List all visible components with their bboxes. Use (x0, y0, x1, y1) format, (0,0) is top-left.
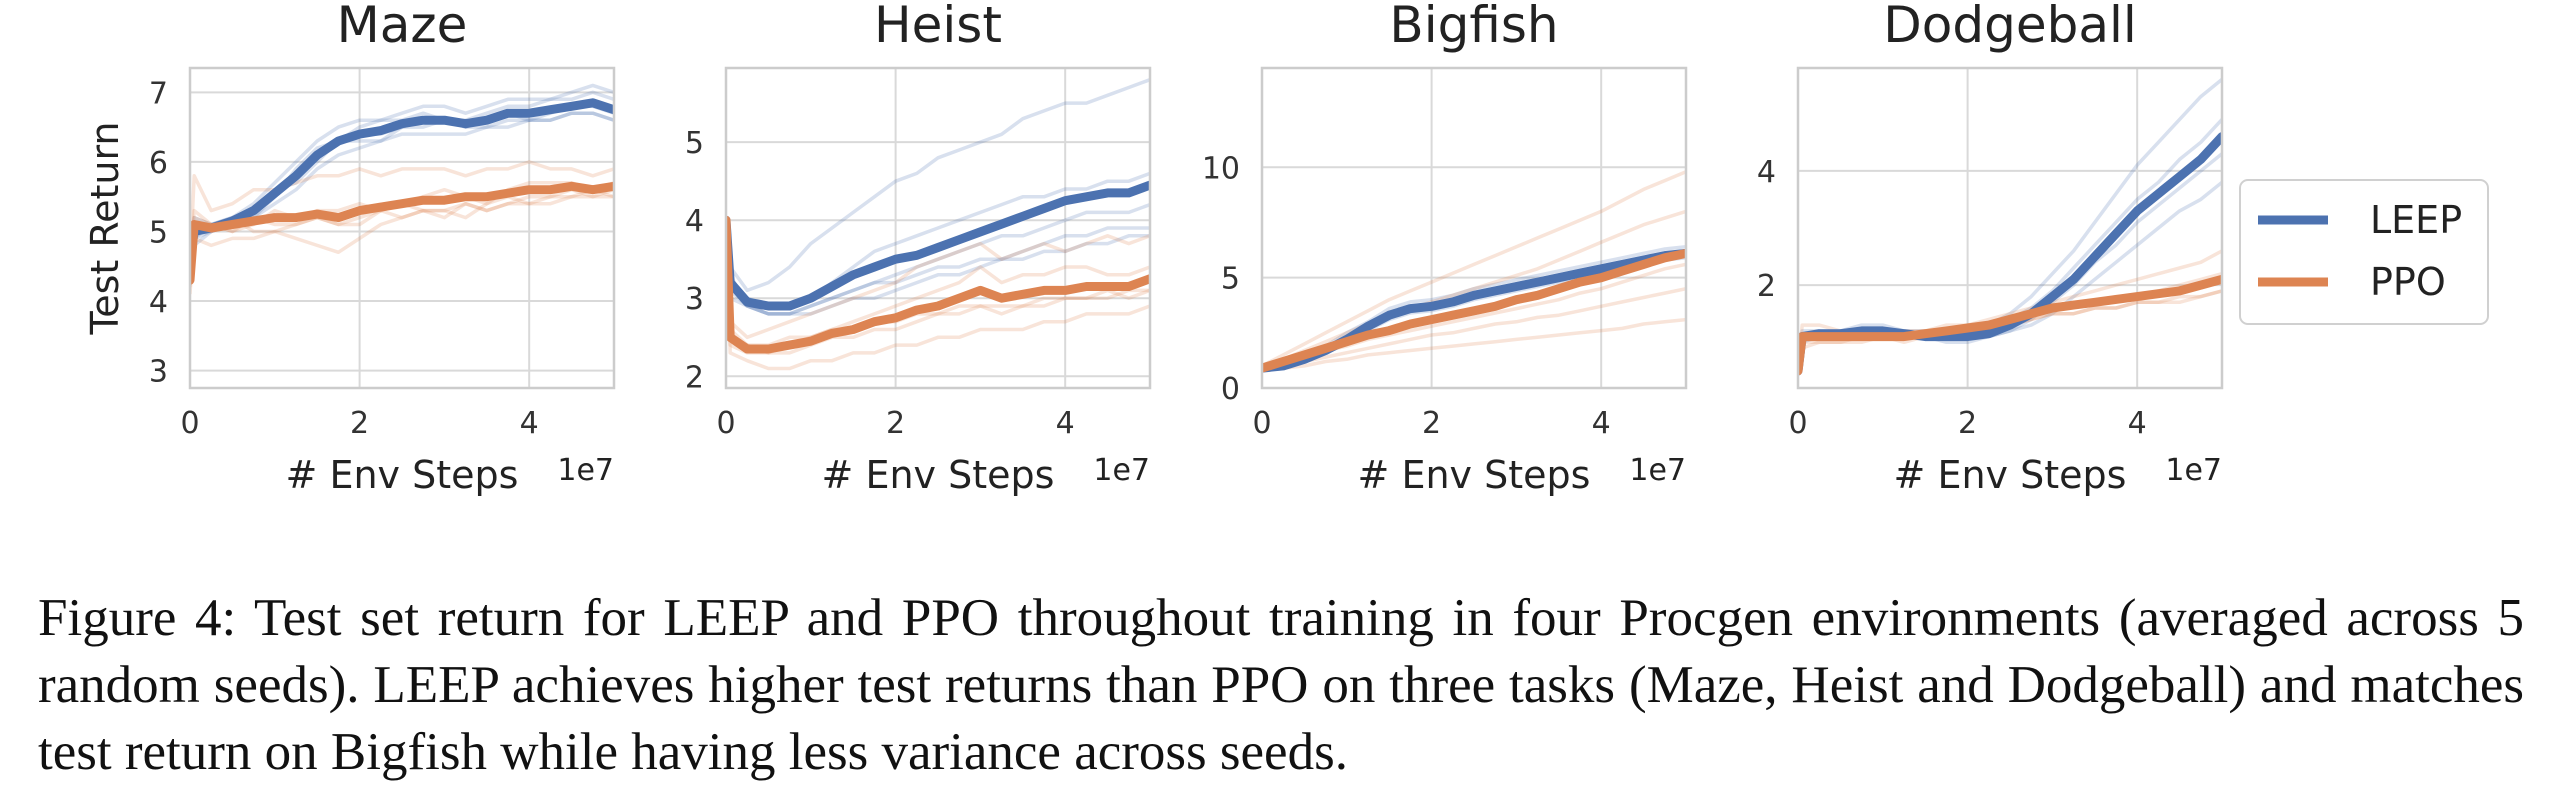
x-tick-label: 4 (2128, 406, 2147, 441)
x-tick-label: 4 (520, 406, 539, 441)
seed-run-leep (726, 220, 1150, 316)
panel-title: Maze (337, 0, 468, 54)
x-tick-label: 2 (350, 406, 369, 441)
y-tick-label: 4 (149, 285, 168, 320)
y-tick-label: 4 (1757, 155, 1776, 190)
plot-frame (1260, 66, 1688, 390)
panel-title: Bigfish (1389, 0, 1558, 54)
seed-run-ppo (190, 160, 614, 267)
x-axis-label: # Env Steps (822, 453, 1055, 497)
y-tick-label: 5 (1221, 262, 1240, 297)
figure-caption: Figure 4: Test set return for LEEP and P… (38, 589, 2524, 781)
figure: 0 2 4 3 4 5 6 7 Maze # Env Steps 1e7 Test Return 0 2 4… (83, 0, 2489, 497)
y-tick-label: 2 (1757, 269, 1776, 304)
plot-lines (190, 83, 614, 295)
legend: LEEP PPO (2239, 179, 2489, 325)
seed-run-ppo (1262, 286, 1686, 373)
x-tick-label: 0 (1788, 406, 1807, 441)
plot-lines (726, 78, 1150, 371)
x-scale-label: 1e7 (557, 453, 614, 488)
x-tick-label: 2 (1422, 406, 1441, 441)
panel-maze: 0 2 4 3 4 5 6 7 Maze # Env Steps 1e7 Test Return (83, 0, 616, 497)
y-tick-label: 5 (149, 215, 168, 250)
x-scale-label: 1e7 (1629, 453, 1686, 488)
x-scale-label: 1e7 (1093, 453, 1150, 488)
series-line-ppo (190, 181, 614, 285)
panel-title: Heist (874, 0, 1002, 54)
y-tick-label: 3 (685, 282, 704, 317)
x-scale-label: 1e7 (2165, 453, 2222, 488)
legend-label-leep: LEEP (2370, 198, 2462, 242)
y-tick-label: 3 (149, 355, 168, 390)
x-axis-label: # Env Steps (1358, 453, 1591, 497)
series-line-ppo (726, 215, 1150, 354)
panel-bigfish: 0 2 4 0 5 10 Bigfish # Env Steps 1e7 (1202, 0, 1688, 497)
series-line-ppo (1798, 274, 2222, 376)
x-tick-label: 0 (1252, 406, 1271, 441)
seed-run-ppo (726, 220, 1150, 347)
seed-run-ppo (1798, 249, 2222, 372)
y-tick-label: 5 (685, 126, 704, 161)
y-tick-label: 2 (685, 360, 704, 395)
x-tick-label: 0 (180, 406, 199, 441)
panel-title: Dodgeball (1883, 0, 2137, 54)
x-tick-label: 0 (716, 406, 735, 441)
seed-run-ppo (190, 187, 614, 288)
series-line-leep (190, 98, 614, 264)
seed-run-ppo (1262, 170, 1686, 368)
seed-run-ppo (1262, 209, 1686, 370)
y-axis-label: Test Return (83, 121, 127, 335)
plot-lines (1262, 170, 1686, 373)
plot-frame (188, 66, 616, 390)
series-line-ppo (1262, 248, 1686, 373)
panel-dodgeball: 0 2 4 2 4 Dodgeball # Env Steps 1e7 (1757, 0, 2224, 497)
x-tick-label: 4 (1592, 406, 1611, 441)
seed-run-ppo (726, 220, 1150, 340)
x-tick-label: 2 (886, 406, 905, 441)
series-line-leep (726, 180, 1150, 311)
plot-lines (1798, 78, 2222, 376)
y-tick-label: 10 (1202, 151, 1240, 186)
seed-run-leep (190, 90, 614, 260)
legend-label-ppo: PPO (2370, 260, 2446, 304)
seed-run-leep (726, 78, 1150, 293)
y-tick-label: 7 (149, 76, 168, 111)
seed-run-leep (726, 202, 1150, 316)
y-tick-label: 4 (685, 204, 704, 239)
x-axis-label: # Env Steps (1894, 453, 2127, 497)
seed-run-leep (190, 83, 614, 246)
seed-run-ppo (726, 220, 1150, 371)
x-tick-label: 2 (1958, 406, 1977, 441)
plot-frame (724, 66, 1152, 390)
y-tick-label: 0 (1221, 372, 1240, 407)
seed-run-ppo (726, 220, 1150, 355)
plot-frame (1796, 66, 2224, 390)
seed-run-leep (726, 220, 1150, 316)
x-tick-label: 4 (1056, 406, 1075, 441)
x-axis-label: # Env Steps (286, 453, 519, 497)
y-tick-label: 6 (149, 146, 168, 181)
seed-run-ppo (1262, 317, 1686, 373)
